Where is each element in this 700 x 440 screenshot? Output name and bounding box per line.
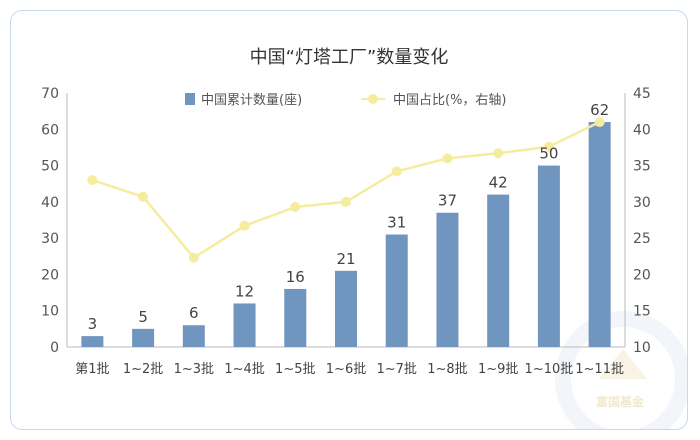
bar — [436, 212, 459, 347]
bar — [335, 270, 357, 347]
x-tick-label: 1~10批 — [525, 362, 574, 377]
legend: 中国累计数量(座) 中国占比(%，右轴) — [185, 93, 507, 108]
bar-data-label: 6 — [189, 304, 199, 322]
y-left-tick-label: 70 — [41, 86, 59, 102]
x-tick-label: 1~2批 — [123, 362, 163, 377]
bar-data-label: 21 — [336, 250, 355, 268]
line-point — [138, 191, 149, 202]
bar — [132, 328, 155, 347]
line-point — [239, 220, 250, 231]
y-right-tick-label: 35 — [633, 159, 651, 175]
bar-data-label: 31 — [387, 214, 406, 232]
y-left-tick-label: 0 — [50, 340, 59, 356]
x-tick-label: 1~6批 — [326, 362, 366, 377]
line-path — [91, 120, 601, 260]
bar-data-label: 50 — [539, 145, 558, 163]
chart-card: 富国基金 中国“灯塔工厂”数量变化 中国累计数量(座) 中国占比(%，右轴) 0… — [10, 10, 688, 430]
y-right-tick-label: 20 — [633, 267, 651, 283]
y-left-tick-label: 20 — [41, 267, 59, 283]
line-point — [543, 141, 554, 152]
y-right-tick-label: 40 — [633, 122, 651, 138]
y-left-tick-label: 50 — [41, 159, 59, 175]
line-point — [188, 252, 199, 263]
chart-title: 中国“灯塔工厂”数量变化 — [250, 47, 449, 68]
bar-series — [81, 122, 611, 348]
y-right-tick-label: 25 — [633, 231, 651, 247]
x-tick-label: 1~11批 — [575, 362, 624, 377]
x-tick-label: 1~7批 — [377, 362, 417, 377]
watermark-text: 富国基金 — [596, 394, 645, 409]
legend-bar-label: 中国累计数量(座) — [201, 93, 302, 108]
x-tick-label: 1~4批 — [224, 362, 264, 377]
y-right-tick-label: 10 — [633, 340, 651, 356]
x-tick-label: 第1批 — [75, 362, 109, 377]
line-point — [391, 166, 402, 177]
bar — [81, 336, 104, 347]
bar-data-label: 62 — [590, 101, 609, 119]
legend-line-label: 中国占比(%，右轴) — [393, 93, 507, 108]
bar-data-label: 16 — [286, 268, 305, 286]
line-series — [87, 117, 605, 263]
line-point — [594, 117, 605, 128]
bar-data-label: 3 — [88, 315, 98, 333]
chart-svg: 富国基金 中国“灯塔工厂”数量变化 中国累计数量(座) 中国占比(%，右轴) 0… — [41, 47, 687, 429]
x-tick-label: 1~3批 — [174, 362, 214, 377]
line-point — [87, 175, 98, 186]
line-point — [442, 153, 453, 164]
bar — [385, 234, 408, 347]
legend-bar-swatch — [185, 93, 195, 105]
y-left-tick-label: 30 — [41, 231, 59, 247]
bar — [233, 303, 256, 347]
watermark-logo: 富国基金 — [555, 311, 687, 429]
bar — [182, 325, 205, 347]
line-point — [493, 148, 504, 159]
legend-line-marker — [368, 94, 378, 104]
line-point — [341, 196, 351, 207]
bar-data-label: 12 — [235, 282, 254, 300]
line-point — [290, 201, 301, 212]
bar — [487, 194, 510, 347]
y-right-tick-label: 45 — [633, 86, 651, 102]
data-labels: 3 5 6 12 16 21 31 37 42 50 62 — [88, 101, 610, 333]
bar — [284, 288, 307, 347]
y-right-tick-label: 15 — [633, 304, 651, 320]
bar — [537, 165, 560, 347]
y-left-tick-label: 10 — [41, 304, 59, 320]
bar — [588, 122, 611, 348]
bar-data-label: 37 — [438, 192, 457, 210]
bar-data-label: 5 — [138, 308, 148, 326]
y-left-tick-label: 40 — [41, 195, 59, 211]
y-left-tick-label: 60 — [41, 122, 59, 138]
bar-data-label: 42 — [489, 174, 508, 192]
y-right-tick-label: 30 — [633, 195, 651, 211]
x-tick-label: 1~5批 — [275, 362, 315, 377]
x-tick-label: 1~9批 — [478, 362, 518, 377]
x-tick-label: 1~8批 — [427, 362, 467, 377]
